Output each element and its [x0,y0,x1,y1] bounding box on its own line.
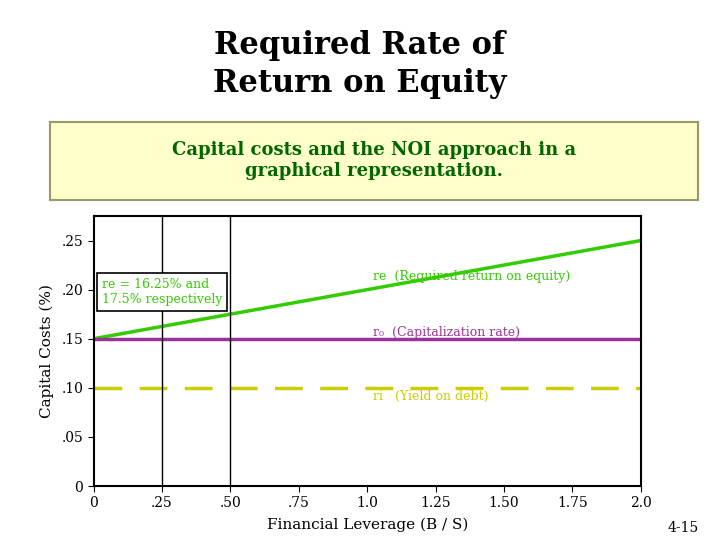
Text: 4-15: 4-15 [667,521,698,535]
Text: Return on Equity: Return on Equity [213,68,507,99]
Text: re  (Required return on equity): re (Required return on equity) [373,271,570,284]
Text: Capital costs and the NOI approach in a
graphical representation.: Capital costs and the NOI approach in a … [172,141,577,180]
Text: Required Rate of: Required Rate of [215,30,505,62]
Y-axis label: Capital Costs (%): Capital Costs (%) [40,284,55,418]
Text: r₀  (Capitalization rate): r₀ (Capitalization rate) [373,326,520,339]
X-axis label: Financial Leverage (B / S): Financial Leverage (B / S) [266,517,468,532]
Text: ri   (Yield on debt): ri (Yield on debt) [373,390,488,403]
Text: re = 16.25% and
17.5% respectively: re = 16.25% and 17.5% respectively [102,278,222,306]
